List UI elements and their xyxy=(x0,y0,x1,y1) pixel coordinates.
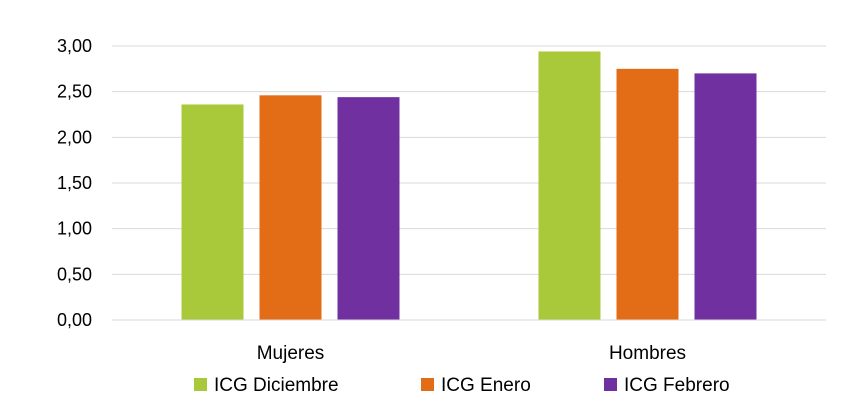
legend-label: ICG Diciembre xyxy=(214,375,339,396)
bars xyxy=(181,51,757,321)
legend-label: ICG Febrero xyxy=(624,375,730,396)
legend: ICG Diciembre ICG Enero ICG Febrero xyxy=(194,375,730,396)
bar-hombres-icg-enero xyxy=(616,68,679,320)
y-tick-label: 3,00 xyxy=(57,36,92,56)
y-tick-label: 2,00 xyxy=(57,127,92,147)
bar-mujeres-icg-febrero xyxy=(337,97,400,320)
bar-hombres-icg-diciembre xyxy=(538,51,601,320)
legend-label: ICG Enero xyxy=(441,375,531,396)
legend-swatch xyxy=(604,378,617,391)
y-tick-label: 0,50 xyxy=(57,264,92,284)
bar-mujeres-icg-diciembre xyxy=(181,104,244,320)
y-tick-label: 1,00 xyxy=(57,219,92,239)
legend-swatch xyxy=(421,378,434,391)
bar-hombres-icg-febrero xyxy=(694,73,757,321)
y-tick-label: 1,50 xyxy=(57,173,92,193)
y-tick-label: 2,50 xyxy=(57,82,92,102)
bar-mujeres-icg-enero xyxy=(259,95,322,320)
y-tick-label: 0,00 xyxy=(57,310,92,330)
category-label: Hombres xyxy=(609,343,686,364)
y-axis-tick-labels: 0,00 0,50 1,00 1,50 2,00 2,50 3,00 xyxy=(57,36,92,330)
category-label: Mujeres xyxy=(257,343,325,364)
legend-swatch xyxy=(194,378,207,391)
x-axis-category-labels: Mujeres Hombres xyxy=(257,343,686,364)
